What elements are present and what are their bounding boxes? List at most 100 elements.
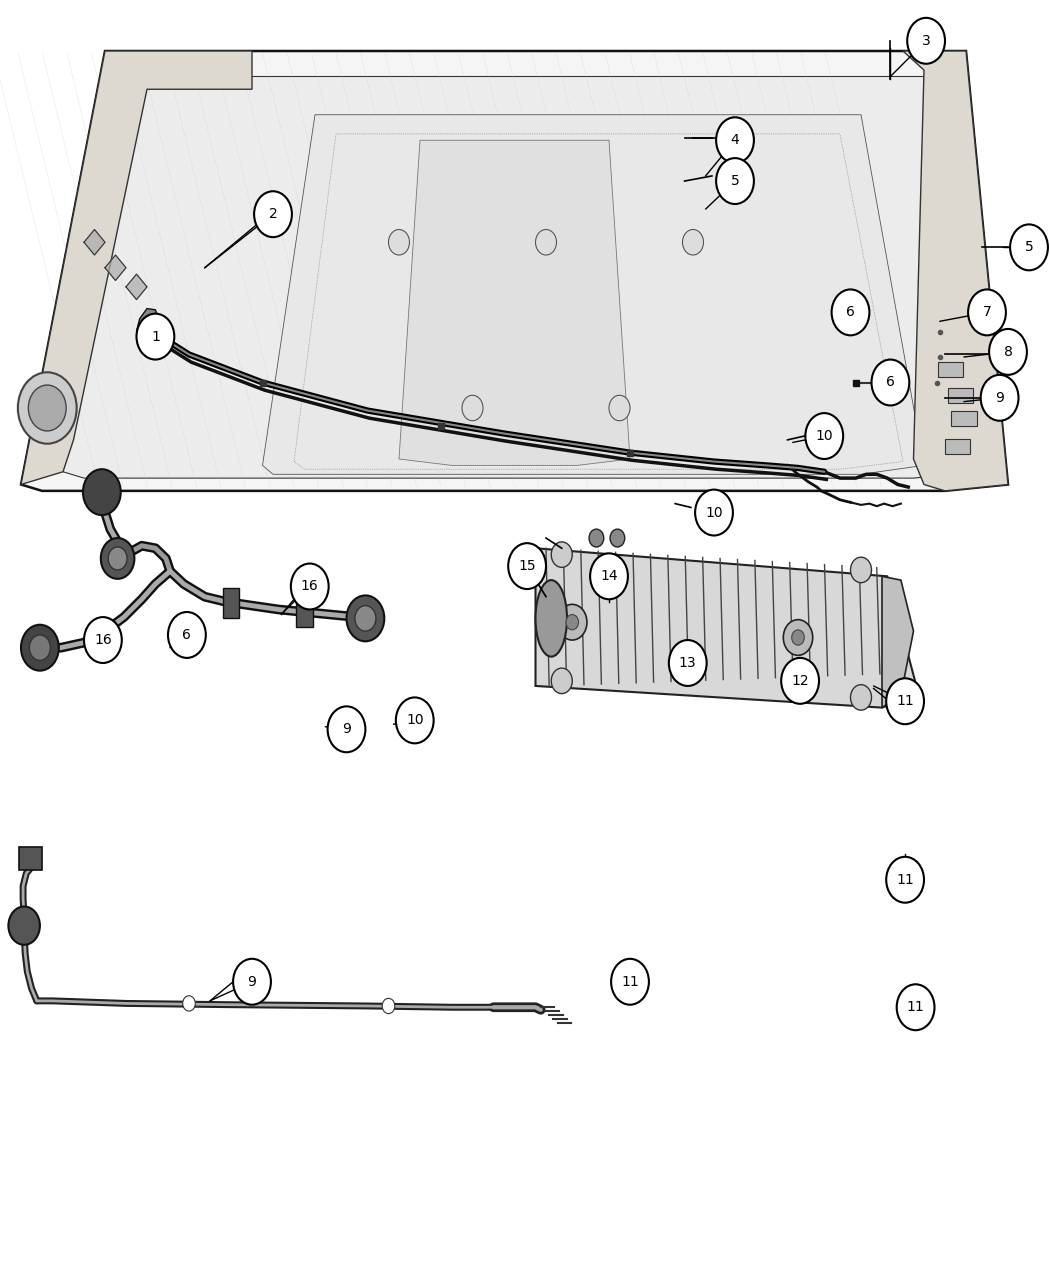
Text: 4: 4 — [731, 134, 739, 147]
Circle shape — [18, 372, 77, 444]
Polygon shape — [903, 51, 1008, 491]
Text: 10: 10 — [816, 430, 833, 442]
Ellipse shape — [536, 580, 567, 657]
Circle shape — [558, 604, 587, 640]
Text: 7: 7 — [983, 306, 991, 319]
Polygon shape — [126, 274, 147, 300]
Circle shape — [783, 620, 813, 655]
Text: 9: 9 — [342, 723, 351, 736]
Circle shape — [101, 538, 134, 579]
Circle shape — [792, 630, 804, 645]
Polygon shape — [84, 230, 105, 255]
Circle shape — [382, 998, 395, 1014]
Circle shape — [508, 543, 546, 589]
Text: 9: 9 — [248, 975, 256, 988]
Circle shape — [590, 553, 628, 599]
Polygon shape — [262, 115, 924, 474]
Circle shape — [1010, 224, 1048, 270]
Circle shape — [183, 996, 195, 1011]
Circle shape — [551, 542, 572, 567]
Text: 14: 14 — [601, 570, 617, 583]
Circle shape — [897, 984, 934, 1030]
Circle shape — [108, 547, 127, 570]
Bar — [951, 411, 977, 426]
Circle shape — [136, 314, 174, 360]
Text: 11: 11 — [622, 975, 638, 988]
Bar — [948, 388, 973, 403]
Circle shape — [611, 959, 649, 1005]
Circle shape — [84, 617, 122, 663]
Polygon shape — [136, 309, 160, 332]
Circle shape — [682, 230, 704, 255]
Circle shape — [610, 529, 625, 547]
Circle shape — [566, 615, 579, 630]
Text: 11: 11 — [897, 695, 914, 708]
Polygon shape — [21, 51, 1008, 491]
Circle shape — [536, 230, 556, 255]
Text: 6: 6 — [846, 306, 855, 319]
Circle shape — [28, 385, 66, 431]
Circle shape — [609, 395, 630, 421]
Circle shape — [669, 640, 707, 686]
Circle shape — [21, 625, 59, 671]
Text: 13: 13 — [679, 657, 696, 669]
Circle shape — [886, 678, 924, 724]
Polygon shape — [63, 76, 977, 478]
Circle shape — [968, 289, 1006, 335]
Text: 1: 1 — [151, 330, 160, 343]
Circle shape — [254, 191, 292, 237]
Circle shape — [168, 612, 206, 658]
Text: 9: 9 — [995, 391, 1004, 404]
Circle shape — [716, 158, 754, 204]
Circle shape — [233, 959, 271, 1005]
Polygon shape — [399, 140, 630, 465]
Text: 12: 12 — [792, 674, 809, 687]
Circle shape — [83, 469, 121, 515]
Circle shape — [832, 289, 869, 335]
Circle shape — [328, 706, 365, 752]
Circle shape — [355, 606, 376, 631]
Text: 11: 11 — [897, 873, 914, 886]
Circle shape — [886, 857, 924, 903]
Circle shape — [462, 395, 483, 421]
Text: 10: 10 — [706, 506, 722, 519]
Circle shape — [805, 413, 843, 459]
Text: 16: 16 — [301, 580, 318, 593]
Text: 15: 15 — [519, 560, 536, 572]
Polygon shape — [536, 548, 919, 708]
Circle shape — [695, 490, 733, 536]
Circle shape — [872, 360, 909, 405]
Text: 6: 6 — [886, 376, 895, 389]
Polygon shape — [882, 576, 914, 708]
Circle shape — [981, 375, 1018, 421]
Text: 8: 8 — [1004, 346, 1012, 358]
Text: 3: 3 — [922, 34, 930, 47]
Circle shape — [346, 595, 384, 641]
Bar — [938, 362, 963, 377]
Bar — [19, 847, 42, 870]
Polygon shape — [21, 51, 252, 485]
Bar — [223, 588, 239, 618]
Bar — [296, 597, 313, 627]
Circle shape — [29, 635, 50, 660]
Text: 11: 11 — [907, 1001, 924, 1014]
Circle shape — [291, 564, 329, 609]
Text: 16: 16 — [94, 634, 111, 646]
Circle shape — [8, 907, 40, 945]
Text: 10: 10 — [406, 714, 423, 727]
Circle shape — [850, 557, 871, 583]
Text: 2: 2 — [269, 208, 277, 221]
Bar — [945, 439, 970, 454]
Circle shape — [781, 658, 819, 704]
Circle shape — [907, 18, 945, 64]
Polygon shape — [105, 255, 126, 280]
Text: 5: 5 — [731, 175, 739, 187]
Circle shape — [589, 529, 604, 547]
Circle shape — [388, 230, 410, 255]
Circle shape — [551, 668, 572, 694]
Circle shape — [850, 685, 871, 710]
Circle shape — [716, 117, 754, 163]
Text: 6: 6 — [183, 629, 191, 641]
Text: 5: 5 — [1025, 241, 1033, 254]
Circle shape — [989, 329, 1027, 375]
